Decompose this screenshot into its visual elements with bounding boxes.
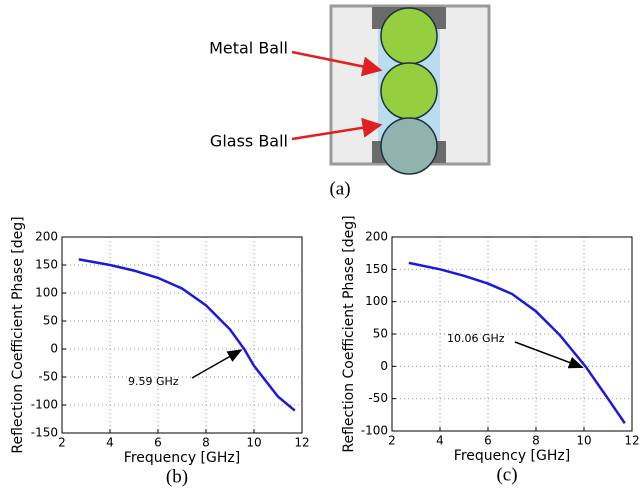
label: Metal Ball [209, 39, 288, 58]
metal-ball [380, 62, 438, 120]
x-tick-label: 6 [154, 436, 162, 450]
chart: -150 -100 -50 0 50 100 150 200 2 4 6 8 10 12 9.59 GHz F… [10, 216, 310, 487]
x-axis-label: Frequency [GHz] [454, 448, 570, 464]
x-tick-label: 12 [624, 434, 639, 448]
plot-frame [61, 236, 303, 434]
x-tick-label: 8 [202, 436, 210, 450]
y-tick-label: -50 [38, 370, 58, 384]
label: Glass Ball [210, 132, 288, 151]
line [408, 261, 626, 424]
glass-ball [380, 117, 438, 175]
x-tick-label: 4 [436, 434, 444, 448]
y-tick-label: -150 [31, 426, 58, 440]
metal-ball [380, 7, 438, 65]
x-tick-label: 4 [106, 436, 114, 450]
chart: -100 -50 0 50 100 150 200 2 4 6 8 10 12 10.06 GHz Freq… [341, 215, 640, 485]
y-tick-label: -50 [368, 391, 388, 405]
y-tick-label: 0 [50, 342, 58, 356]
line [78, 258, 296, 412]
y-tick-label: 50 [373, 327, 388, 341]
annotation-arrow [191, 349, 243, 379]
x-tick-label: 10 [576, 434, 591, 448]
annotation: 9.59 GHz [128, 375, 179, 388]
y-tick-label: 150 [35, 258, 58, 272]
arrow [291, 50, 383, 77]
y-tick-label: 150 [365, 262, 388, 276]
annotation: 10.06 GHz [447, 332, 505, 345]
y-tick-label: -100 [31, 398, 58, 412]
y-tick-label: 100 [365, 294, 388, 308]
x-tick-label: 2 [58, 436, 66, 450]
caption: (a) [329, 178, 350, 199]
x-axis-label: Frequency [GHz] [124, 450, 240, 466]
annotation-arrow [514, 341, 584, 369]
y-tick-label: 100 [35, 286, 58, 300]
x-tick-label: 6 [484, 434, 492, 448]
y-tick-label: 200 [365, 230, 388, 244]
x-tick-label: 2 [388, 434, 396, 448]
caption: (c) [496, 464, 517, 485]
x-tick-label: 12 [294, 436, 309, 450]
y-axis-label: Reflection Coefficient Phase [deg] [341, 215, 357, 452]
y-tick-label: 0 [380, 359, 388, 373]
y-tick-label: 200 [35, 230, 58, 244]
arrow [291, 117, 383, 141]
plot-frame [391, 236, 633, 432]
y-axis-label: Reflection Coefficient Phase [deg] [10, 216, 26, 453]
y-tick-label: -100 [361, 424, 388, 438]
caption: (b) [166, 466, 188, 487]
y-tick-label: 50 [43, 314, 58, 328]
plot-area [62, 237, 302, 433]
diagram: Metal Ball Glass Ball (a) [209, 4, 491, 199]
x-tick-label: 8 [532, 434, 540, 448]
x-tick-label: 10 [246, 436, 261, 450]
